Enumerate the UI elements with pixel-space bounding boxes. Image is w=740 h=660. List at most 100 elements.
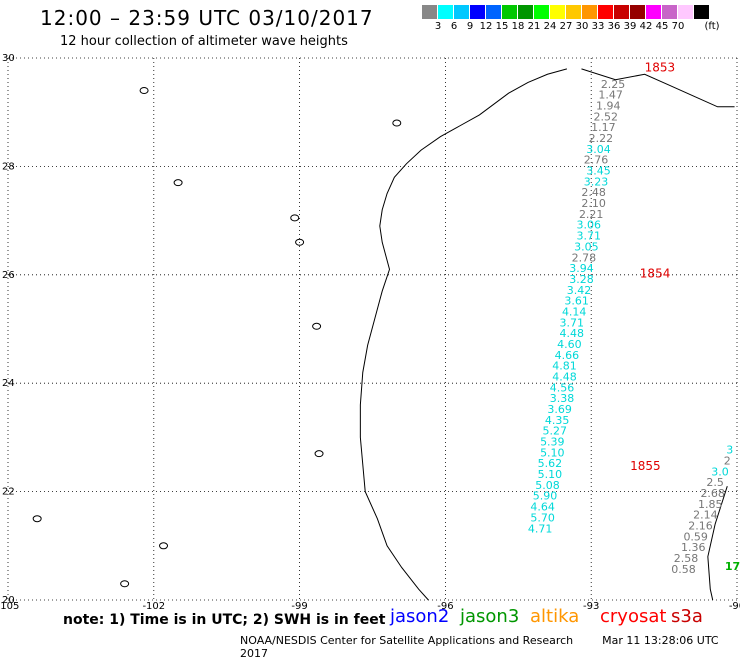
wave-height-value: 5.10 [540, 446, 565, 459]
legend-swatch [422, 5, 438, 19]
wave-height-value-east: 3.0 [711, 465, 729, 478]
coast-feature [173, 179, 183, 187]
wave-height-value: 5.27 [543, 425, 568, 438]
legend-label: 36 [607, 21, 621, 32]
wave-height-value-east: 1.36 [681, 541, 706, 554]
axis-ticks: 20 22 24 26 28 30 -105 -102 -99 -96 -93 -90 [0, 53, 740, 612]
wave-height-value: 1.94 [596, 99, 621, 112]
wave-height-value: 3.38 [550, 392, 575, 405]
wave-height-value: 4.56 [550, 381, 575, 394]
lat-tick-label: 28 [2, 161, 15, 172]
legend-swatch [582, 5, 598, 19]
wave-height-value: 4.64 [530, 501, 555, 514]
legend-swatch [470, 5, 486, 19]
legend-swatch [566, 5, 582, 19]
credit-line: NOAA/NESDIS Center for Satellite Applica… [240, 634, 740, 660]
wave-height-value-east: 2 [724, 455, 731, 468]
coast-feature [159, 542, 169, 550]
credit-org: NOAA/NESDIS Center for Satellite Applica… [240, 634, 574, 647]
wave-height-value: 3.23 [584, 175, 609, 188]
wave-height-value: 4.60 [557, 338, 582, 351]
wave-height-value: 5.08 [535, 479, 560, 492]
legend-swatch [598, 5, 614, 19]
lat-tick-label: 22 [2, 487, 15, 498]
lat-tick-label: 20 [2, 595, 15, 606]
legend-unit: (ft) [704, 21, 720, 32]
lat-tick-label: 24 [2, 378, 15, 389]
legend-label: 39 [623, 21, 637, 32]
lon-tick-label: -93 [583, 601, 599, 612]
legend-label: 3 [434, 21, 442, 32]
wave-height-value: 4.14 [562, 305, 587, 318]
lon-tick-label: -90 [729, 601, 740, 612]
legend-swatch [502, 5, 518, 19]
coast-feature [392, 119, 402, 127]
wave-height-value: 2.76 [584, 154, 609, 167]
legend-label: 12 [479, 21, 493, 32]
color-legend [422, 5, 710, 19]
satellite-jason2: jason2 [390, 606, 450, 627]
page-subtitle: 12 hour collection of altimeter wave hei… [60, 34, 348, 49]
legend-label: 42 [639, 21, 653, 32]
wave-height-value-east: 2.14 [693, 509, 718, 522]
wave-height-value: 5.90 [533, 490, 558, 503]
wave-height-value: 2.25 [601, 78, 626, 91]
coast-feature [120, 580, 130, 588]
coast-feature [290, 214, 300, 222]
wave-height-value-east: 0.58 [671, 563, 696, 576]
lon-tick-label: -99 [291, 601, 307, 612]
satellite-cryosat: cryosat [600, 606, 667, 627]
lat-tick-label: 26 [2, 270, 15, 281]
wave-height-value: 4.35 [545, 414, 570, 427]
satellite-s3a: s3a [671, 606, 703, 627]
wave-height-value: 2.10 [581, 197, 606, 210]
legend-swatch [614, 5, 630, 19]
legend-label: 21 [527, 21, 541, 32]
coast-feature [32, 515, 42, 523]
lon-tick-label: -102 [142, 601, 165, 612]
coast-feature [139, 87, 149, 95]
lon-tick-label: -105 [0, 601, 19, 612]
lat-tick-label: 30 [2, 53, 15, 64]
wave-height-value: 3.05 [574, 240, 599, 253]
satellite-jason3: jason3 [460, 606, 520, 627]
legend-swatch [630, 5, 646, 19]
wave-height-value: 4.71 [528, 522, 553, 535]
wave-height-value-east: 2.58 [674, 552, 699, 565]
legend-swatch [646, 5, 662, 19]
orbit-label: 1855 [630, 459, 661, 473]
wave-height-value-east: 1.85 [698, 498, 723, 511]
orbit-labels: 1853 1854 1855 [630, 61, 675, 473]
wave-height-value: 5.70 [530, 511, 555, 524]
lat-lon-grid [7, 57, 738, 601]
orbit-label: 1854 [640, 267, 671, 281]
wave-height-value: 3.28 [569, 273, 594, 286]
wave-height-value-east: 3 [726, 444, 733, 457]
coast-feature [312, 322, 322, 330]
legend-label: 45 [655, 21, 669, 32]
legend-swatch [694, 5, 710, 19]
wave-height-value: 2.48 [581, 186, 606, 199]
wave-height-value-east: 2.16 [688, 520, 713, 533]
wave-height-value: 4.81 [552, 360, 577, 373]
wave-height-value: 5.62 [538, 457, 563, 470]
wave-height-value: 1.47 [598, 89, 623, 102]
wave-height-value: 2.78 [572, 251, 597, 264]
legend-label: 30 [575, 21, 589, 32]
legend-label: 24 [543, 21, 557, 32]
wave-height-value: 2.22 [589, 132, 614, 145]
wave-height-value: 3.06 [577, 219, 602, 232]
wave-height-value: 3.71 [560, 316, 585, 329]
legend-swatch [534, 5, 550, 19]
legend-swatch [678, 5, 694, 19]
legend-swatch [438, 5, 454, 19]
legend-label: 33 [591, 21, 605, 32]
wave-height-value-east: 2.68 [700, 487, 725, 500]
legend-label: 18 [511, 21, 525, 32]
lon-tick-label: -96 [437, 601, 453, 612]
page-title: 12:00 – 23:59 UTC 03/10/2017 [40, 6, 374, 30]
coastline [32, 68, 735, 601]
legend-swatch [550, 5, 566, 19]
legend-swatch [486, 5, 502, 19]
